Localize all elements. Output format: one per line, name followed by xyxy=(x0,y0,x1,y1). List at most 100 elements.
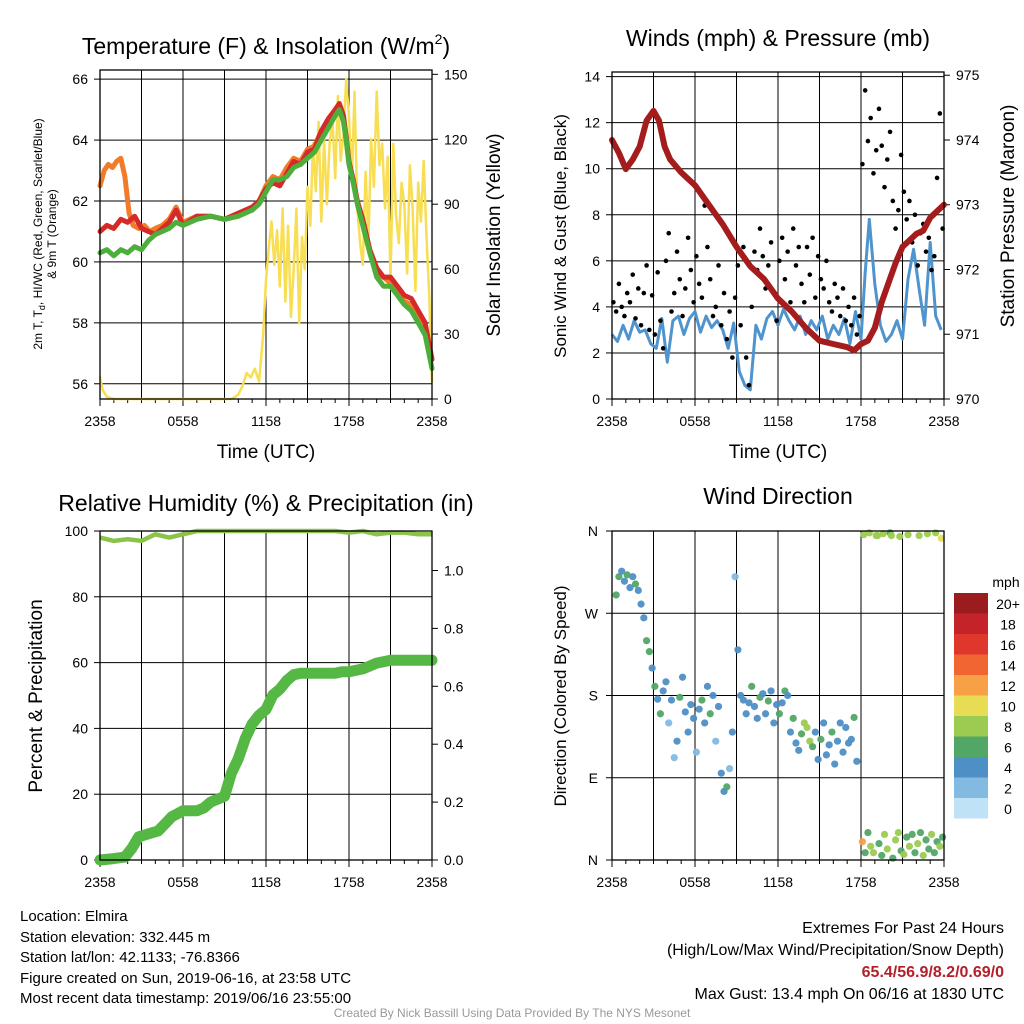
direction-point xyxy=(908,830,916,839)
gust-point xyxy=(813,295,818,300)
x-tick-label: 2358 xyxy=(596,874,627,890)
direction-point xyxy=(822,751,831,759)
gust-point xyxy=(821,286,826,291)
direction-point xyxy=(930,849,938,857)
direction-point xyxy=(858,838,866,846)
gust-point xyxy=(680,313,685,319)
direction-point xyxy=(687,701,695,709)
gust-point xyxy=(622,313,627,319)
gust-point xyxy=(851,295,857,300)
direction-point xyxy=(900,850,908,859)
direction-point xyxy=(911,849,919,857)
direction-point xyxy=(825,741,833,749)
direction-point xyxy=(795,746,803,754)
extremes-subheading: (High/Low/Max Wind/Precipitation/Snow De… xyxy=(666,942,1004,959)
gust-point xyxy=(730,355,735,360)
gust-point xyxy=(738,323,743,328)
gust-point xyxy=(666,230,672,236)
direction-point xyxy=(808,743,817,751)
gust-point xyxy=(779,235,785,241)
direction-point xyxy=(656,710,665,718)
gust-point xyxy=(898,152,904,158)
colorbar-label: 14 xyxy=(1000,658,1016,674)
direction-point xyxy=(748,682,756,690)
direction-point xyxy=(612,591,620,599)
y-tick-label: 58 xyxy=(72,315,88,331)
direction-point xyxy=(936,842,944,850)
credit-footer: Created By Nick Bassill Using Data Provi… xyxy=(333,1006,691,1020)
direction-point xyxy=(867,842,875,850)
direction-point xyxy=(659,687,667,695)
direction-point xyxy=(896,532,904,541)
gust-point xyxy=(871,171,876,176)
gust-point xyxy=(884,157,890,162)
y-axis-label-line2: & 9m T (Orange) xyxy=(45,189,59,279)
direction-point xyxy=(634,586,642,595)
direction-point xyxy=(925,845,933,853)
y-tick-label: 12 xyxy=(584,115,600,131)
panel-wind: 2358 0558 1158 1758 2358 0 2 4 6 8 10 12 14 970 971 972… xyxy=(551,25,1019,463)
y-tick-label: 0 xyxy=(80,852,88,868)
direction-point xyxy=(880,830,889,839)
x-tick-label: 1158 xyxy=(763,874,793,890)
direction-point xyxy=(927,830,936,839)
y-tick-label: E xyxy=(589,770,598,786)
extremes-values: 65.4/56.9/8.2/0.69/0 xyxy=(861,964,1004,981)
direction-point xyxy=(681,708,689,716)
station-latlon: Station lat/lon: 42.1133; -76.8366 xyxy=(20,949,240,966)
colorbar-label: 20+ xyxy=(996,596,1020,612)
direction-point xyxy=(875,839,883,848)
gust-point xyxy=(807,272,813,277)
direction-point xyxy=(887,531,896,540)
colorbar-label: 16 xyxy=(1000,637,1016,653)
gust-point xyxy=(768,240,774,245)
y-tick-label: S xyxy=(589,688,598,704)
gust-point xyxy=(716,263,721,268)
direction-point xyxy=(860,531,868,539)
gust-point xyxy=(876,106,882,112)
gust-point xyxy=(749,304,755,310)
direction-point xyxy=(820,719,828,727)
gust-point xyxy=(710,313,716,319)
direction-point xyxy=(865,529,873,537)
gust-point xyxy=(860,161,865,167)
direction-point xyxy=(706,710,714,718)
gust-point xyxy=(854,332,860,337)
gust-point xyxy=(777,258,782,264)
direction-point xyxy=(864,828,872,837)
gust-point xyxy=(829,309,835,314)
gust-point xyxy=(699,295,705,300)
gust-point xyxy=(727,309,732,314)
gust-point xyxy=(752,249,757,254)
gust-point xyxy=(743,355,749,360)
direction-point xyxy=(932,529,940,537)
x-tick-label: 0558 xyxy=(167,413,198,429)
series-line xyxy=(97,107,435,371)
gust-point xyxy=(713,304,719,310)
y-right-tick-label: 971 xyxy=(956,326,980,342)
chart-title: Temperature (F) & Insolation (W/m2) xyxy=(82,31,450,59)
x-tick-label: 1158 xyxy=(251,413,281,429)
direction-point xyxy=(745,699,753,707)
gust-point xyxy=(746,382,752,388)
gust-point xyxy=(801,299,807,305)
direction-point xyxy=(642,637,651,645)
gust-point xyxy=(658,318,663,324)
y-tick-label: 10 xyxy=(584,161,600,177)
direction-point xyxy=(792,739,800,747)
x-tick-label: 1158 xyxy=(763,413,793,429)
colorbar-title: mph xyxy=(992,574,1019,590)
direction-point xyxy=(883,845,891,853)
x-tick-label: 0558 xyxy=(167,874,198,890)
gust-point xyxy=(912,212,918,218)
direction-point xyxy=(806,737,814,745)
y-right-tick-label: 0.4 xyxy=(444,736,464,752)
panel-temp: 2358 0558 1158 1758 2358 56 58 60 62 64 66 0 30 60 90 1… xyxy=(31,31,505,463)
direction-point xyxy=(839,748,847,756)
direction-point xyxy=(678,673,687,681)
x-tick-label: 2358 xyxy=(416,874,447,890)
direction-point xyxy=(739,696,748,704)
gust-point xyxy=(879,143,885,148)
colorbar-swatch xyxy=(954,654,988,675)
gust-point xyxy=(774,318,779,324)
